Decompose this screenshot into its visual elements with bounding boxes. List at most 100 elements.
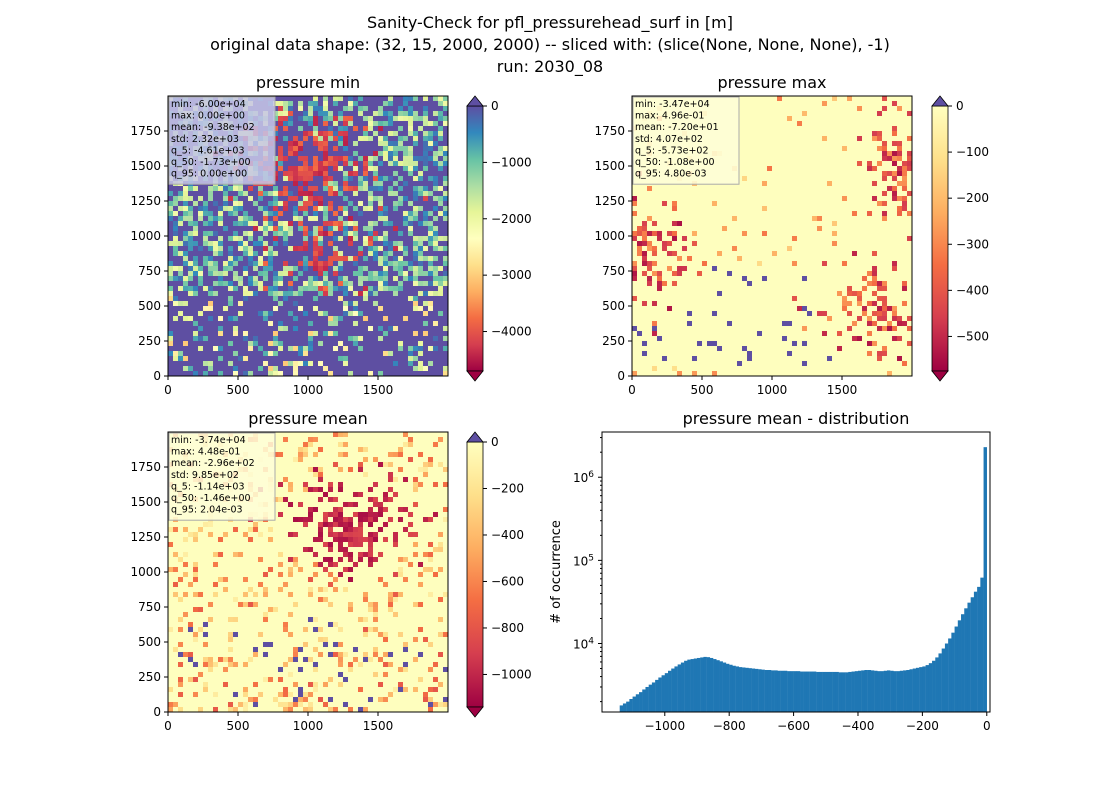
heatmap-cell [338,467,343,472]
heatmap-cell [278,346,283,351]
heatmap-cell [343,176,348,181]
heatmap-cell [862,306,867,311]
heatmap-cell [193,226,198,231]
heatmap-cell [288,672,293,677]
heatmap-cell [328,602,333,607]
heatmap-cell [867,211,872,216]
heatmap-cell [238,221,243,226]
heatmap-cell [408,166,413,171]
heatmap-cell [308,437,313,442]
heatmap-cell [353,527,358,532]
heatmap-cell [393,131,398,136]
heatmap-cell [433,336,438,341]
heatmap-cell [428,552,433,557]
heatmap-cell [298,216,303,221]
heatmap-cell [383,522,388,527]
heatmap-cell [303,261,308,266]
heatmap-cell [278,326,283,331]
heatmap-cell [193,201,198,206]
heatmap-cell [802,306,807,311]
heatmap-cell [328,181,333,186]
heatmap-cell [438,136,443,141]
heatmap-cell [303,627,308,632]
heatmap-cell [253,201,258,206]
heatmap-cell [338,557,343,562]
heatmap-cell [408,131,413,136]
heatmap-cell [328,161,333,166]
heatmap-cell [193,637,198,642]
heatmap-cell [238,236,243,241]
heatmap-cell [832,221,837,226]
heatmap-cell [268,261,273,266]
heatmap-cell [907,151,912,156]
heatmap-cell [358,532,363,537]
heatmap-cell [278,111,283,116]
heatmap-cell [278,371,283,376]
heatmap-cell [433,687,438,692]
heatmap-cell [338,522,343,527]
heatmap-cell [368,557,373,562]
heatmap-cell [423,472,428,477]
heatmap-cell [293,647,298,652]
heatmap-cell [388,141,393,146]
heatmap-cell [328,331,333,336]
heatmap-cell [208,522,213,527]
heatmap-cell [413,141,418,146]
heatmap-cell [398,557,403,562]
heatmap-cell [358,276,363,281]
heatmap-cell [238,301,243,306]
heatmap-cell [383,121,388,126]
heatmap-cell [383,276,388,281]
heatmap-cell [373,617,378,622]
heatmap-cell [328,487,333,492]
heatmap-cell [373,256,378,261]
heatmap-cell [857,296,862,301]
heatmap-cell [178,241,183,246]
heatmap-cell [827,181,832,186]
heatmap-cell [178,597,183,602]
heatmap-cell [278,156,283,161]
heatmap-cell [652,366,657,371]
histogram-bar [735,666,740,712]
heatmap-cell [343,301,348,306]
heatmap-cell [213,231,218,236]
heatmap-cell [368,271,373,276]
heatmap-cell [443,467,448,472]
heatmap-cell [228,266,233,271]
heatmap-cell [902,281,907,286]
heatmap-cell [817,226,822,231]
heatmap-cell [188,221,193,226]
heatmap-cell [228,316,233,321]
heatmap-cell [183,276,188,281]
heatmap-cell [443,592,448,597]
heatmap-cell [308,286,313,291]
heatmap-cell [223,201,228,206]
heatmap-cell [398,682,403,687]
heatmap-cell [313,487,318,492]
heatmap-cell [283,171,288,176]
heatmap-cell [398,246,403,251]
heatmap-cell [747,356,752,361]
heatmap-cell [398,346,403,351]
heatmap-cell [188,271,193,276]
heatmap-cell [328,176,333,181]
colorbar-tick-label: −1000 [491,667,532,681]
heatmap-cell [413,487,418,492]
heatmap-cell [343,356,348,361]
heatmap-cell [178,286,183,291]
heatmap-cell [882,286,887,291]
heatmap-cell [438,547,443,552]
heatmap-cell [398,447,403,452]
heatmap-cell [353,321,358,326]
heatmap-cell [413,256,418,261]
heatmap-cell [363,126,368,131]
colorbar-tick-label: −200 [491,481,524,495]
stats-line: std: 4.07e+02 [635,134,703,145]
heatmap-cell [383,251,388,256]
heatmap-cell [343,226,348,231]
heatmap-cell [827,316,832,321]
heatmap-cell [443,96,448,101]
histogram-bar [899,670,904,712]
histogram-background [602,432,990,712]
